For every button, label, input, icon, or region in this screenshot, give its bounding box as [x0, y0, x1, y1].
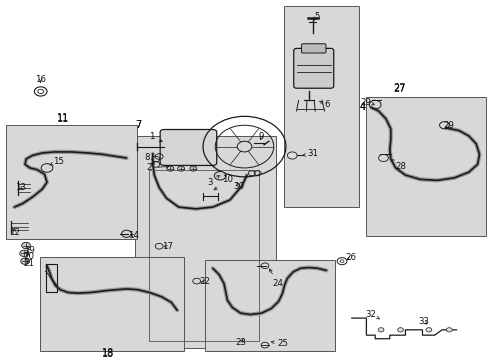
Bar: [149, 170, 259, 341]
Text: 11: 11: [57, 113, 69, 123]
Bar: [5, 125, 137, 239]
Text: 1: 1: [149, 132, 162, 141]
Text: 2: 2: [146, 163, 168, 172]
Text: 6: 6: [319, 100, 329, 109]
Text: 9: 9: [258, 132, 264, 141]
Circle shape: [446, 328, 451, 332]
Circle shape: [425, 328, 431, 332]
Text: 27: 27: [392, 83, 405, 93]
Text: 28: 28: [391, 159, 405, 171]
Text: 27: 27: [392, 84, 405, 94]
Text: 12: 12: [9, 228, 20, 237]
Text: 10: 10: [214, 175, 232, 190]
Text: 19: 19: [23, 246, 34, 255]
Text: 21: 21: [23, 259, 35, 268]
Text: 30: 30: [233, 182, 244, 191]
Circle shape: [21, 242, 30, 249]
Bar: [205, 260, 334, 351]
Text: 8: 8: [144, 153, 154, 164]
Bar: [366, 97, 485, 235]
Text: 4: 4: [359, 103, 365, 112]
Bar: [40, 257, 183, 351]
Text: 14: 14: [127, 231, 139, 240]
Circle shape: [20, 250, 28, 257]
Circle shape: [189, 166, 196, 171]
Text: 17: 17: [162, 242, 173, 251]
Bar: [135, 136, 276, 348]
Text: 3: 3: [207, 176, 219, 187]
FancyBboxPatch shape: [301, 44, 325, 53]
Text: 5: 5: [313, 12, 319, 21]
Text: 11: 11: [57, 114, 69, 124]
Text: 13: 13: [15, 183, 26, 192]
Circle shape: [214, 171, 225, 180]
Text: 31: 31: [302, 149, 318, 158]
Text: 7: 7: [135, 120, 142, 130]
Circle shape: [377, 328, 383, 332]
Text: 26: 26: [345, 253, 356, 262]
Text: 23: 23: [235, 338, 245, 347]
Text: 16: 16: [35, 75, 46, 84]
Text: 24: 24: [269, 269, 283, 288]
Text: 18: 18: [102, 348, 114, 358]
Text: 33: 33: [418, 317, 428, 326]
Text: 4: 4: [359, 102, 365, 112]
Text: 32: 32: [365, 310, 379, 319]
Text: 29: 29: [442, 121, 453, 130]
Circle shape: [287, 152, 297, 159]
Text: 20: 20: [23, 252, 35, 261]
Circle shape: [20, 258, 29, 264]
Circle shape: [397, 328, 403, 332]
Text: 22: 22: [199, 277, 209, 286]
Circle shape: [177, 166, 184, 171]
FancyBboxPatch shape: [160, 130, 216, 166]
Text: 29: 29: [359, 98, 374, 107]
Circle shape: [166, 166, 173, 171]
Text: 25: 25: [271, 338, 287, 347]
Text: 15: 15: [50, 157, 63, 166]
Bar: [283, 6, 358, 207]
Text: 7: 7: [135, 120, 142, 130]
FancyBboxPatch shape: [293, 48, 333, 88]
Text: 18: 18: [102, 349, 114, 359]
